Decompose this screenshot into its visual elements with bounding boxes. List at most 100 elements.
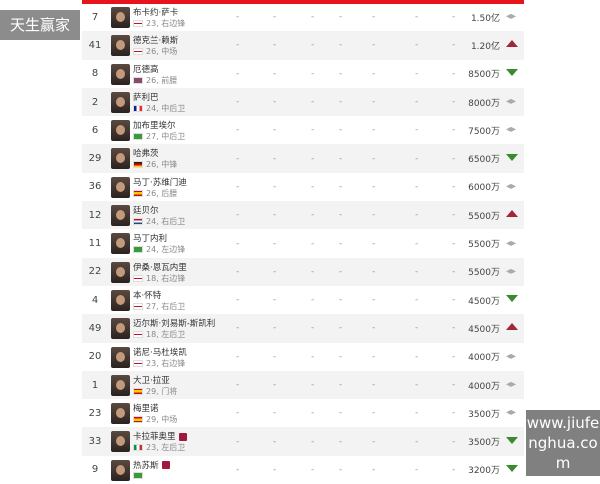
table-row[interactable]: 11 马丁内利 24, 左边锋 - - - - - - - 5500万 ◂▸ bbox=[82, 229, 524, 257]
empty-cell: - bbox=[372, 295, 376, 306]
empty-cell: - bbox=[273, 12, 277, 23]
shirt-number: 9 bbox=[91, 464, 99, 476]
empty-cell: - bbox=[273, 323, 277, 334]
empty-cell: - bbox=[311, 380, 315, 390]
table-row[interactable]: 49 迈尔斯·刘易斯-斯凯利 18, 左后卫 - - - - - - - 4500万 bbox=[82, 314, 524, 343]
table-row[interactable]: 12 廷贝尔 24, 右后卫 - - - - - - - 5500万 bbox=[82, 201, 524, 230]
new-badge-icon bbox=[178, 432, 187, 441]
player-info: 26, 前腰 bbox=[133, 75, 177, 86]
empty-cell: - bbox=[273, 97, 277, 108]
avatar bbox=[111, 148, 130, 170]
empty-cell: - bbox=[415, 40, 419, 51]
empty-cell: - bbox=[236, 464, 240, 475]
empty-cell: - bbox=[372, 68, 376, 79]
player-info: 24, 右后卫 bbox=[133, 216, 185, 227]
empty-cell: - bbox=[311, 97, 315, 108]
player-name[interactable]: 马丁·苏维门迪 bbox=[133, 176, 187, 188]
table-row[interactable]: 6 加布里埃尔 27, 中后卫 - - - - - - - 7500万 ◂▸ bbox=[82, 116, 524, 144]
player-name[interactable]: 卡拉菲奥里 bbox=[133, 430, 187, 442]
empty-cell: - bbox=[415, 68, 419, 79]
trend-down-icon bbox=[506, 153, 518, 164]
empty-cell: - bbox=[311, 12, 315, 23]
player-name[interactable]: 廷贝尔 bbox=[133, 204, 159, 216]
flag-icon bbox=[133, 274, 143, 282]
age-position: 24, 右后卫 bbox=[146, 217, 186, 227]
player-info: 18, 右边锋 bbox=[133, 273, 185, 284]
player-name[interactable]: 加布里埃尔 bbox=[133, 119, 176, 131]
market-value: 8000万 bbox=[468, 98, 500, 109]
trend-down-icon bbox=[506, 464, 518, 475]
empty-cell: - bbox=[273, 464, 277, 475]
empty-cell: - bbox=[311, 436, 315, 447]
player-name[interactable]: 热苏斯 bbox=[133, 459, 170, 471]
empty-cell: - bbox=[273, 40, 277, 51]
empty-cell: - bbox=[236, 408, 240, 419]
player-info: 23, 右边锋 bbox=[133, 18, 185, 29]
table-row[interactable]: 41 德克兰·赖斯 26, 中场 - - - - - - - 1.20亿 bbox=[82, 31, 524, 60]
age-position: 27, 中后卫 bbox=[146, 132, 186, 142]
empty-cell: - bbox=[236, 40, 240, 51]
player-name[interactable]: 布卡约·萨卡 bbox=[133, 6, 178, 18]
empty-cell: - bbox=[452, 68, 456, 79]
empty-cell: - bbox=[273, 153, 277, 164]
shirt-number: 23 bbox=[88, 407, 102, 419]
empty-cell: - bbox=[311, 68, 315, 79]
table-row[interactable]: 4 本·怀特 27, 右后卫 - - - - - - - 4500万 bbox=[82, 286, 524, 314]
empty-cell: - bbox=[236, 12, 240, 23]
shirt-number: 11 bbox=[88, 238, 102, 250]
empty-cell: - bbox=[273, 380, 277, 390]
empty-cell: - bbox=[236, 380, 240, 390]
table-row[interactable]: 33 卡拉菲奥里 23, 左后卫 - - - - - - - 3500万 bbox=[82, 427, 524, 456]
player-name[interactable]: 迈尔斯·刘易斯-斯凯利 bbox=[133, 317, 215, 329]
market-value: 4500万 bbox=[468, 296, 500, 307]
empty-cell: - bbox=[415, 295, 419, 306]
table-row[interactable]: 9 热苏斯 - - - - - - - 3200万 bbox=[82, 456, 524, 484]
player-name[interactable]: 大卫·拉亚 bbox=[133, 374, 170, 386]
empty-cell: - bbox=[372, 464, 376, 475]
player-name-text: 哈弗茨 bbox=[133, 149, 159, 160]
shirt-number: 7 bbox=[91, 11, 99, 23]
age-position: 18, 左后卫 bbox=[146, 330, 186, 340]
table-row[interactable]: 29 哈弗茨 26, 中锋 - - - - - - - 6500万 bbox=[82, 144, 524, 173]
empty-cell: - bbox=[415, 153, 419, 164]
player-name[interactable]: 厄德高 bbox=[133, 63, 159, 75]
empty-cell: - bbox=[452, 153, 456, 164]
table-row[interactable]: 1 大卫·拉亚 29, 门将 - - - - - - - 4000万 ◂▸ bbox=[82, 370, 524, 400]
player-name[interactable]: 哈弗茨 bbox=[133, 147, 159, 159]
table-row[interactable]: 20 诺尼·马杜埃凯 23, 右边锋 - - - - - - - 4000万 ◂▸ bbox=[82, 343, 524, 371]
table-row[interactable]: 7 布卡约·萨卡 23, 右边锋 - - - - - - - 1.50亿 ◂▸ bbox=[82, 3, 524, 31]
player-name[interactable]: 萨利巴 bbox=[133, 91, 159, 103]
table-row[interactable]: 22 伊桑·恩瓦内里 18, 右边锋 - - - - - - - 5500万 ◂▸ bbox=[82, 257, 524, 286]
player-name[interactable]: 梅里诺 bbox=[133, 402, 159, 414]
table-row[interactable]: 2 萨利巴 24, 中后卫 - - - - - - - 8000万 ◂▸ bbox=[82, 87, 524, 117]
flag-icon bbox=[133, 246, 143, 254]
empty-cell: - bbox=[339, 436, 343, 447]
empty-cell: - bbox=[311, 323, 315, 334]
flag-icon bbox=[133, 76, 143, 84]
player-name[interactable]: 本·怀特 bbox=[133, 289, 161, 301]
empty-cell: - bbox=[273, 181, 277, 192]
empty-cell: - bbox=[372, 266, 376, 277]
table-row[interactable]: 8 厄德高 26, 前腰 - - - - - - - 8500万 bbox=[82, 60, 524, 88]
flag-icon bbox=[133, 104, 143, 112]
avatar bbox=[111, 431, 130, 453]
player-name[interactable]: 诺尼·马杜埃凯 bbox=[133, 346, 187, 358]
trend-flat-icon: ◂▸ bbox=[506, 96, 517, 108]
age-position: 18, 右边锋 bbox=[146, 273, 186, 283]
player-name[interactable]: 伊桑·恩瓦内里 bbox=[133, 261, 187, 273]
shirt-number: 22 bbox=[88, 266, 102, 278]
player-name[interactable]: 马丁内利 bbox=[133, 232, 167, 244]
empty-cell: - bbox=[415, 464, 419, 475]
empty-cell: - bbox=[415, 408, 419, 419]
empty-cell: - bbox=[236, 125, 240, 136]
player-name[interactable]: 德克兰·赖斯 bbox=[133, 34, 178, 46]
table-row[interactable]: 36 马丁·苏维门迪 26, 后腰 - - - - - - - 6000万 ◂▸ bbox=[82, 173, 524, 201]
empty-cell: - bbox=[415, 323, 419, 334]
flag-icon bbox=[133, 471, 143, 479]
empty-cell: - bbox=[415, 266, 419, 277]
flag-icon bbox=[133, 416, 143, 424]
empty-cell: - bbox=[311, 181, 315, 192]
flag-icon bbox=[133, 189, 143, 197]
table-row[interactable]: 23 梅里诺 29, 中场 - - - - - - - 3500万 ◂▸ bbox=[82, 399, 524, 427]
empty-cell: - bbox=[273, 125, 277, 136]
